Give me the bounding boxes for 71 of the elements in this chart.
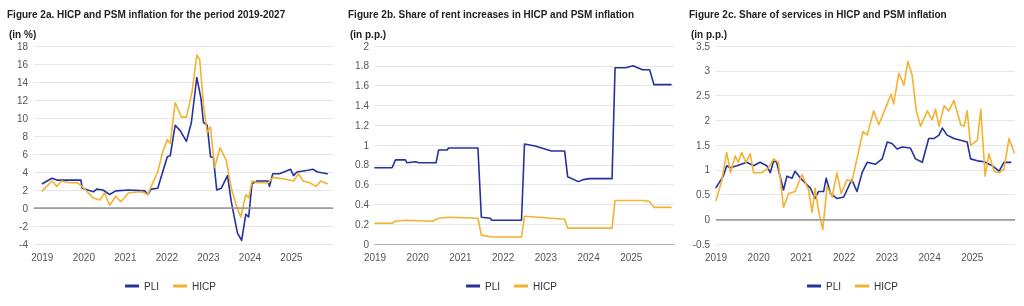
x-tick-label: 2024	[918, 251, 942, 263]
y-tick-label: 1.5	[696, 139, 711, 151]
y-tick-label: 6	[22, 148, 29, 160]
x-tick-label: 2023	[197, 251, 220, 263]
legend-label: PLI	[826, 280, 842, 292]
x-tick-label: 2023	[875, 251, 899, 263]
y-tick-label: 0.5	[696, 189, 711, 200]
y-tick-label: 2	[704, 114, 711, 126]
y-tick-label: 12	[16, 94, 29, 106]
y-tick-label: 0.6	[355, 179, 370, 191]
y-tick-label: 2	[363, 40, 370, 52]
x-tick-label: 2025	[620, 251, 643, 263]
y-tick-label: 1.2	[355, 119, 370, 131]
y-tick-label: -0.5	[692, 238, 711, 250]
x-tick-label: 2020	[406, 251, 430, 263]
x-tick-label: 2024	[577, 251, 601, 263]
chart-title: Figure 2a. HICP and PSM inflation for the period 2019-2027	[7, 8, 286, 20]
y-tick-label: 14	[16, 76, 29, 88]
y-tick-label: 0	[363, 238, 370, 250]
y-tick-label: 2.5	[696, 90, 711, 101]
x-tick-label: 2021	[790, 251, 813, 263]
y-tick-label: 0	[22, 202, 29, 214]
legend-label: HICP	[533, 280, 558, 292]
y-axis-title: (in p.p.)	[350, 28, 387, 40]
x-tick-label: 2024	[238, 251, 262, 263]
y-tick-label: 10	[16, 112, 29, 124]
y-tick-label: 1.8	[355, 60, 370, 72]
y-tick-label: 0.2	[355, 218, 370, 230]
y-tick-label: 3	[704, 65, 711, 77]
line-series	[41, 54, 328, 218]
x-tick-label: 2022	[155, 251, 179, 263]
y-tick-label: 18	[16, 40, 29, 52]
x-tick-label: 2022	[492, 251, 515, 263]
x-tick-label: 2019	[704, 251, 728, 263]
y-tick-label: 2	[22, 184, 29, 196]
x-tick-label: 2020	[72, 251, 96, 263]
x-tick-label: 2021	[449, 251, 472, 263]
y-tick-label: 1	[363, 139, 370, 151]
y-tick-label: 4	[22, 166, 29, 178]
y-tick-label: 0.8	[355, 159, 370, 171]
y-axis-title: (in p.p.)	[691, 28, 728, 40]
y-tick-label: -4	[19, 238, 29, 250]
x-tick-label: 2023	[534, 251, 558, 263]
y-tick-label: 1	[704, 164, 711, 176]
x-tick-label: 2019	[363, 251, 387, 263]
y-tick-label: 0	[704, 213, 711, 225]
y-tick-label: 1.6	[355, 80, 370, 92]
y-tick-label: 1.4	[355, 99, 370, 111]
x-tick-label: 2025	[961, 251, 984, 263]
y-tick-label: 0.4	[355, 198, 370, 210]
y-tick-label: 8	[22, 130, 29, 142]
y-axis-title: (in %)	[9, 28, 37, 40]
chart-title: Figure 2c. Share of services in HICP and PSM inflation	[689, 8, 947, 20]
y-tick-label: -2	[19, 220, 29, 232]
y-tick-label: 3.5	[696, 40, 711, 52]
legend-label: HICP	[192, 280, 217, 292]
legend-label: PLI	[144, 280, 160, 292]
line-series	[715, 127, 1012, 200]
x-tick-label: 2025	[280, 251, 304, 263]
line-series	[374, 199, 672, 238]
y-tick-label: 16	[16, 58, 29, 70]
x-tick-label: 2021	[114, 251, 137, 263]
line-series	[41, 76, 328, 242]
legend-label: HICP	[874, 280, 899, 292]
x-tick-label: 2022	[833, 251, 856, 263]
line-series	[715, 60, 1015, 231]
x-tick-label: 2020	[747, 251, 771, 263]
x-tick-label: 2019	[31, 251, 54, 263]
legend-label: PLI	[485, 280, 501, 292]
chart-title: Figure 2b. Share of rent increases in HICP and PSM inflation	[348, 8, 634, 20]
line-series	[374, 65, 672, 222]
